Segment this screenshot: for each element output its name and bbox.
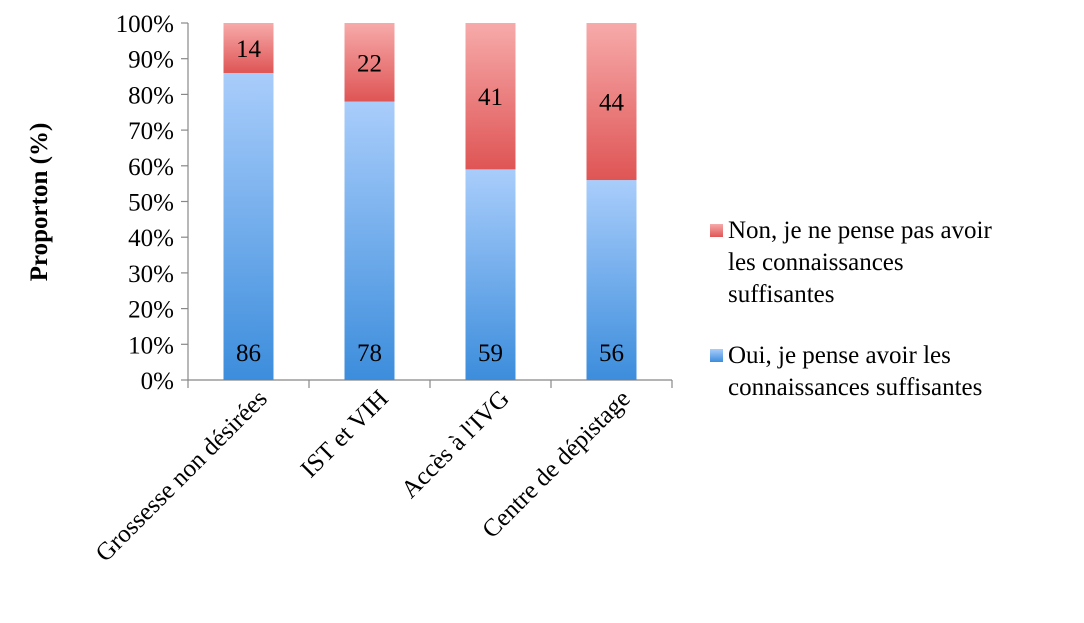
axes: 0% 10% 20% 30% 40% 50% 60% 70% 80% 90% 100% [116, 11, 673, 395]
y-tick-label: 80% [128, 82, 174, 109]
data-label-oui: 56 [599, 340, 624, 367]
category-labels: Grossesse non désirées IST et VIH Accès à … [91, 385, 636, 567]
y-axis-title: Proporton (%) [26, 123, 53, 282]
legend-label: connaissances suffisantes [728, 374, 982, 401]
bars [223, 23, 637, 380]
legend-label: les connaissances [728, 249, 904, 276]
bar-non [344, 23, 395, 102]
y-tick-label: 10% [128, 332, 174, 359]
y-tick-label: 90% [128, 47, 174, 74]
y-tick-label: 50% [128, 190, 174, 217]
bar-non [586, 23, 637, 181]
bar-oui [586, 180, 637, 380]
y-tick-label: 0% [141, 368, 174, 395]
y-tick-label: 100% [116, 11, 174, 38]
legend-label: Oui, je pense avoir les [728, 342, 951, 369]
legend: Non, je ne pense pas avoir les connaissan… [710, 217, 992, 401]
data-label-non: 44 [599, 90, 625, 117]
category-label: IST et VIH [296, 385, 394, 483]
bar-oui [223, 72, 274, 380]
data-label-non: 41 [478, 84, 503, 111]
legend-label: suffisantes [728, 281, 834, 308]
y-tick-label: 70% [128, 118, 174, 145]
data-label-oui: 78 [357, 340, 382, 367]
legend-item-non: Non, je ne pense pas avoir les connaissan… [710, 217, 992, 308]
legend-swatch [710, 349, 723, 362]
legend-label: Non, je ne pense pas avoir [728, 217, 992, 244]
data-label-oui: 59 [478, 340, 503, 367]
legend-item-oui: Oui, je pense avoir les connaissances suf… [710, 342, 982, 401]
bar-oui [465, 169, 516, 380]
data-label-non: 14 [236, 36, 262, 63]
y-tick-label: 20% [128, 297, 174, 324]
y-tick-label: 60% [128, 154, 174, 181]
data-labels: 86 14 78 22 59 41 56 44 [236, 36, 625, 367]
y-tick-label: 30% [128, 261, 174, 288]
data-label-oui: 86 [236, 340, 261, 367]
legend-swatch [710, 224, 723, 237]
category-label: Grossesse non désirées [91, 385, 273, 567]
category-label: Accès à l'IVG [396, 385, 514, 503]
bar-oui [344, 101, 395, 380]
data-label-non: 22 [357, 50, 382, 77]
y-tick-label: 40% [128, 225, 174, 252]
bar-non [465, 23, 516, 170]
bar-non [223, 23, 274, 73]
